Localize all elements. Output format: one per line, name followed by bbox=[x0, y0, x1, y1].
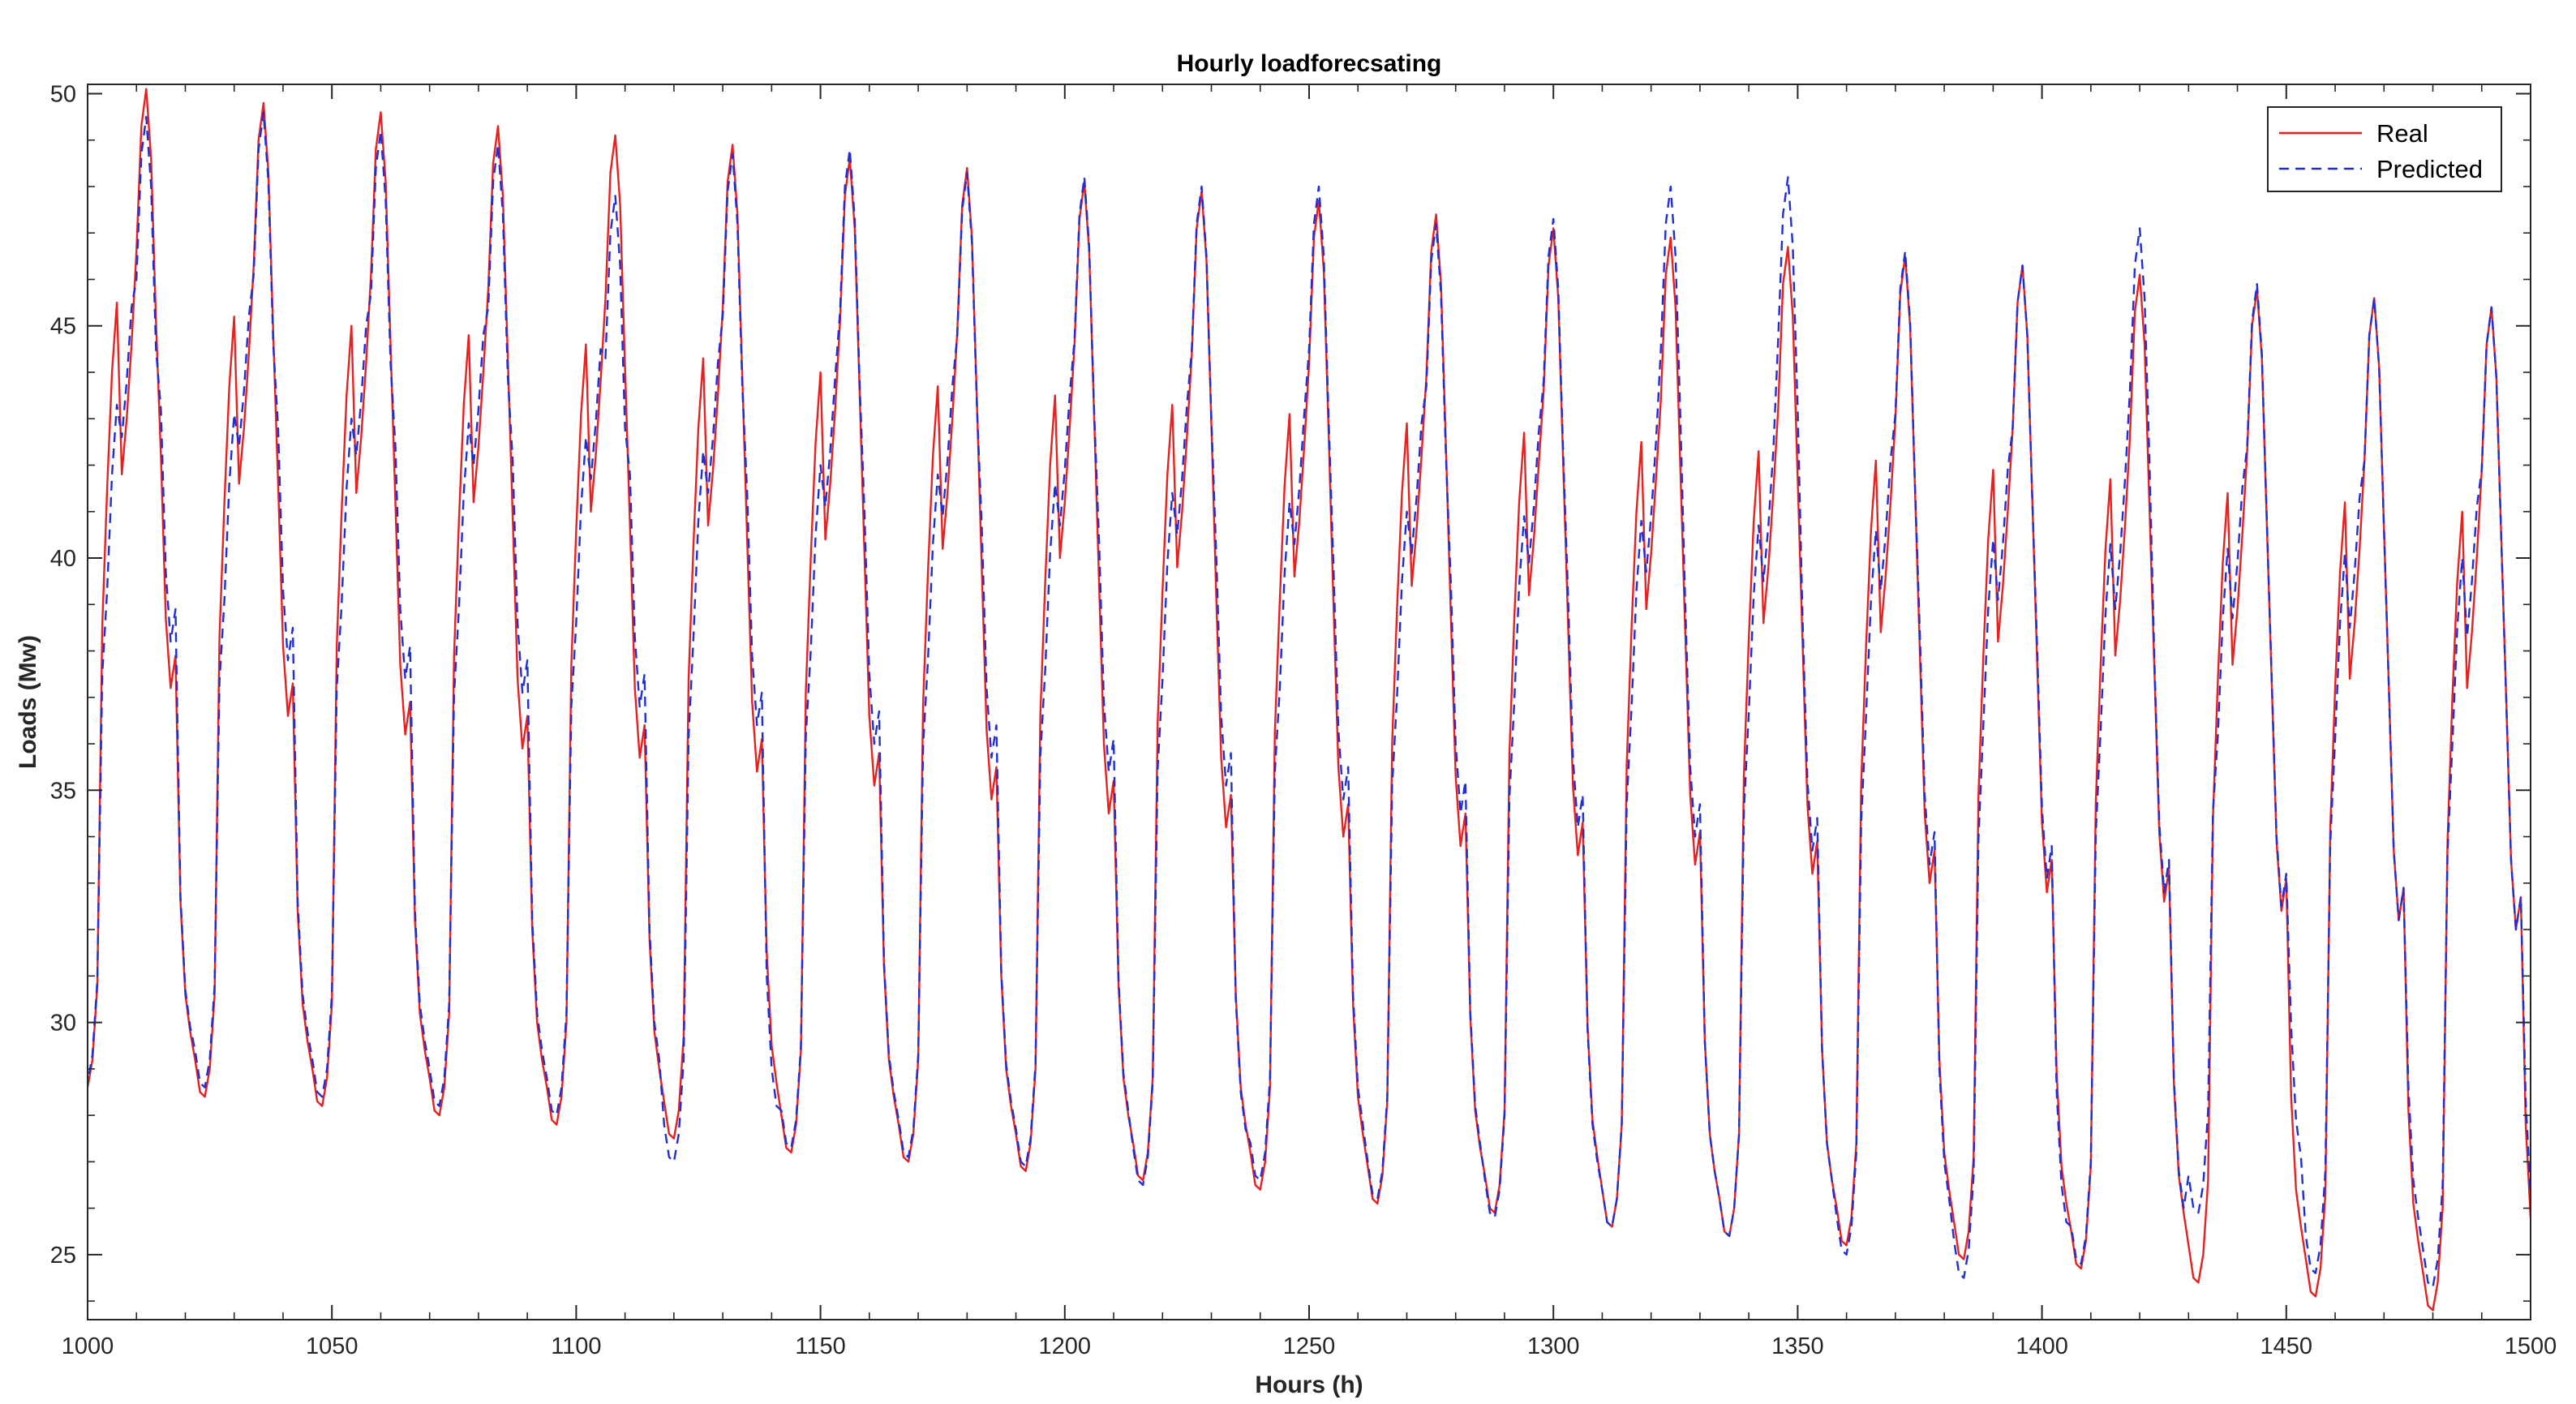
y-tick-label: 50 bbox=[50, 81, 76, 107]
y-tick-label: 25 bbox=[50, 1243, 76, 1269]
x-tick-label: 1150 bbox=[795, 1333, 845, 1359]
legend-box bbox=[2267, 106, 2502, 192]
x-tick-label: 1300 bbox=[1527, 1333, 1580, 1359]
x-axis-label: Hours (h) bbox=[1255, 1372, 1363, 1398]
y-axis-label: Loads (Mw) bbox=[15, 635, 41, 769]
x-tick-label: 1100 bbox=[551, 1333, 601, 1359]
series-line-predicted bbox=[88, 111, 2531, 1289]
x-tick-label: 1450 bbox=[2260, 1333, 2313, 1359]
x-tick-label: 1400 bbox=[2016, 1333, 2068, 1359]
x-tick-label: 1200 bbox=[1039, 1333, 1092, 1359]
plot-area bbox=[88, 84, 2531, 1320]
chart-title: Hourly loadforecsating bbox=[1177, 50, 1442, 77]
legend-label-real: Real bbox=[2376, 119, 2428, 148]
legend: Real Predicted bbox=[2267, 106, 2502, 192]
x-tick-label: 1500 bbox=[2505, 1333, 2557, 1359]
legend-label-predicted: Predicted bbox=[2376, 155, 2483, 183]
y-tick-label: 40 bbox=[50, 546, 76, 572]
series-layer bbox=[88, 88, 2531, 1312]
series-line-real bbox=[88, 88, 2531, 1312]
x-tick-label: 1050 bbox=[306, 1333, 358, 1359]
x-tick-label: 1000 bbox=[62, 1333, 114, 1359]
axes-layer: 1000 1050 1100 1150 1200 1250 1300 1350 1400 1450… bbox=[50, 81, 2557, 1359]
y-tick-label: 45 bbox=[50, 314, 76, 340]
x-tick-label: 1250 bbox=[1283, 1333, 1336, 1359]
x-tick-label: 1350 bbox=[1771, 1333, 1824, 1359]
y-tick-label: 35 bbox=[50, 778, 76, 804]
y-tick-label: 30 bbox=[50, 1011, 76, 1037]
